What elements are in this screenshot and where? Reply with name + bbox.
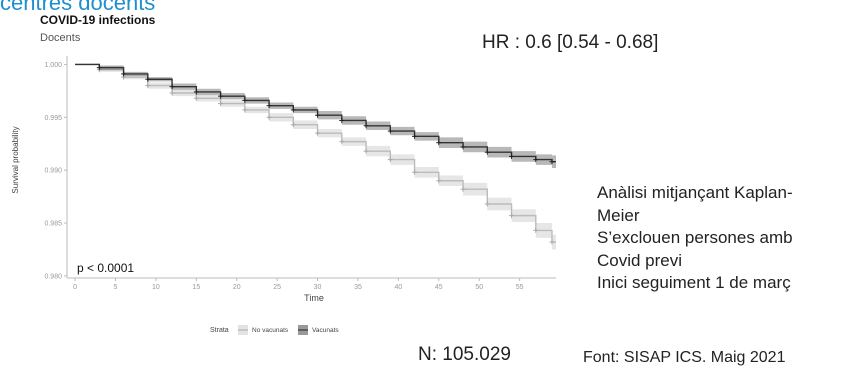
note-line: Anàlisi mitjançant Kaplan-: [597, 183, 793, 202]
plot-panel: [67, 56, 556, 278]
survival-line: [75, 63, 556, 163]
x-tick-label: 55: [516, 284, 524, 291]
censor-mark: [549, 239, 555, 245]
censor-mark: [533, 157, 539, 163]
censor-mark: [363, 148, 369, 154]
x-tick-label: 50: [475, 284, 483, 291]
censor-mark: [436, 178, 442, 184]
censor-mark: [387, 128, 393, 134]
censor-mark: [145, 83, 151, 89]
censor-mark: [509, 213, 515, 219]
x-tick-label: 10: [152, 284, 160, 291]
censor-mark: [339, 139, 345, 145]
y-tick-label: 0.995: [44, 115, 62, 122]
x-tick-label: 15: [192, 284, 200, 291]
censor-mark: [121, 71, 127, 77]
note-line: Covid previ: [597, 250, 683, 270]
x-tick-label: 0: [73, 284, 77, 291]
x-tick-label: 5: [114, 284, 118, 291]
chart-subtitle: Docents: [40, 32, 81, 44]
censor-mark: [484, 149, 490, 155]
legend-item: Vacunats: [298, 325, 339, 335]
y-tick-label: 0.990: [44, 168, 62, 175]
censor-mark: [460, 186, 466, 192]
legend-item: No vacunats: [238, 325, 289, 335]
slide-header: centres docents: [0, 0, 156, 15]
censor-mark: [290, 122, 296, 128]
note-line: S’exclouen persones amb: [597, 228, 793, 247]
x-tick-label: 40: [394, 284, 402, 291]
x-tick-label: 35: [354, 284, 362, 291]
x-tick-label: 45: [435, 284, 443, 291]
analysis-notes: Anàlisi mitjançant Kaplan- Meier S’exclo…: [597, 182, 859, 295]
censor-mark: [193, 95, 199, 101]
legend-label: No vacunats: [252, 327, 289, 334]
legend: Strata No vacunats Vacunats: [210, 325, 339, 335]
censor-mark: [218, 101, 224, 107]
y-axis-label: Survival probability: [11, 126, 20, 193]
censor-mark: [387, 157, 393, 163]
censor-mark: [169, 90, 175, 96]
hazard-ratio-label: HR : 0.6 [0.54 - 0.68]: [482, 32, 659, 53]
censor-mark: [290, 107, 296, 113]
x-tick-label: 30: [314, 284, 322, 291]
y-tick-label: 0.980: [44, 273, 62, 280]
chart-title: COVID-19 infections: [40, 13, 156, 27]
legend-title: Strata: [210, 327, 229, 334]
series-no-vacunats: [75, 63, 556, 250]
series-vacunats: [75, 63, 556, 169]
censor-mark: [266, 103, 272, 109]
y-tick-label: 0.985: [44, 221, 62, 228]
series-layer: [75, 63, 556, 250]
plot-area: 0 5 10 15 20 25 30 35 40 45 50 55 0.9800.9850.9900.…: [11, 56, 556, 303]
censor-mark: [412, 133, 418, 139]
note-line: Inici seguiment 1 de març: [597, 273, 791, 292]
x-axis-label: Time: [304, 293, 324, 303]
censor-mark: [193, 89, 199, 95]
censor-mark: [509, 153, 515, 159]
p-value-annotation: p < 0.0001: [77, 261, 134, 275]
note-line: Meier: [597, 205, 640, 225]
x-tick-label: 20: [233, 284, 241, 291]
censor-mark: [460, 144, 466, 150]
censor-mark: [339, 117, 345, 123]
censor-mark: [96, 65, 102, 71]
censor-mark: [242, 97, 248, 103]
censor-mark: [315, 130, 321, 136]
x-tick-label: 25: [273, 284, 281, 291]
legend-label: Vacunats: [312, 327, 339, 334]
sample-size-label: N: 105.029: [418, 344, 511, 365]
y-tick-label: 1.000: [44, 62, 62, 69]
censor-mark: [145, 76, 151, 82]
source-label: Font: SISAP ICS. Maig 2021: [583, 349, 786, 366]
censor-mark: [533, 227, 539, 233]
censor-mark: [549, 159, 555, 165]
censor-mark: [242, 107, 248, 113]
censor-mark: [484, 201, 490, 207]
censor-mark: [363, 123, 369, 129]
censor-mark: [412, 169, 418, 175]
censor-mark: [169, 84, 175, 90]
censor-mark: [266, 114, 272, 120]
censor-mark: [315, 112, 321, 118]
y-ticks: 0.980 0.985 0.990 0.995 1.000: [44, 62, 67, 280]
x-ticks: 0 5 10 15 20 25 30 35 40 45 50 55: [73, 278, 524, 291]
censor-mark: [218, 93, 224, 99]
censor-mark: [436, 140, 442, 146]
survival-line: [75, 63, 556, 243]
